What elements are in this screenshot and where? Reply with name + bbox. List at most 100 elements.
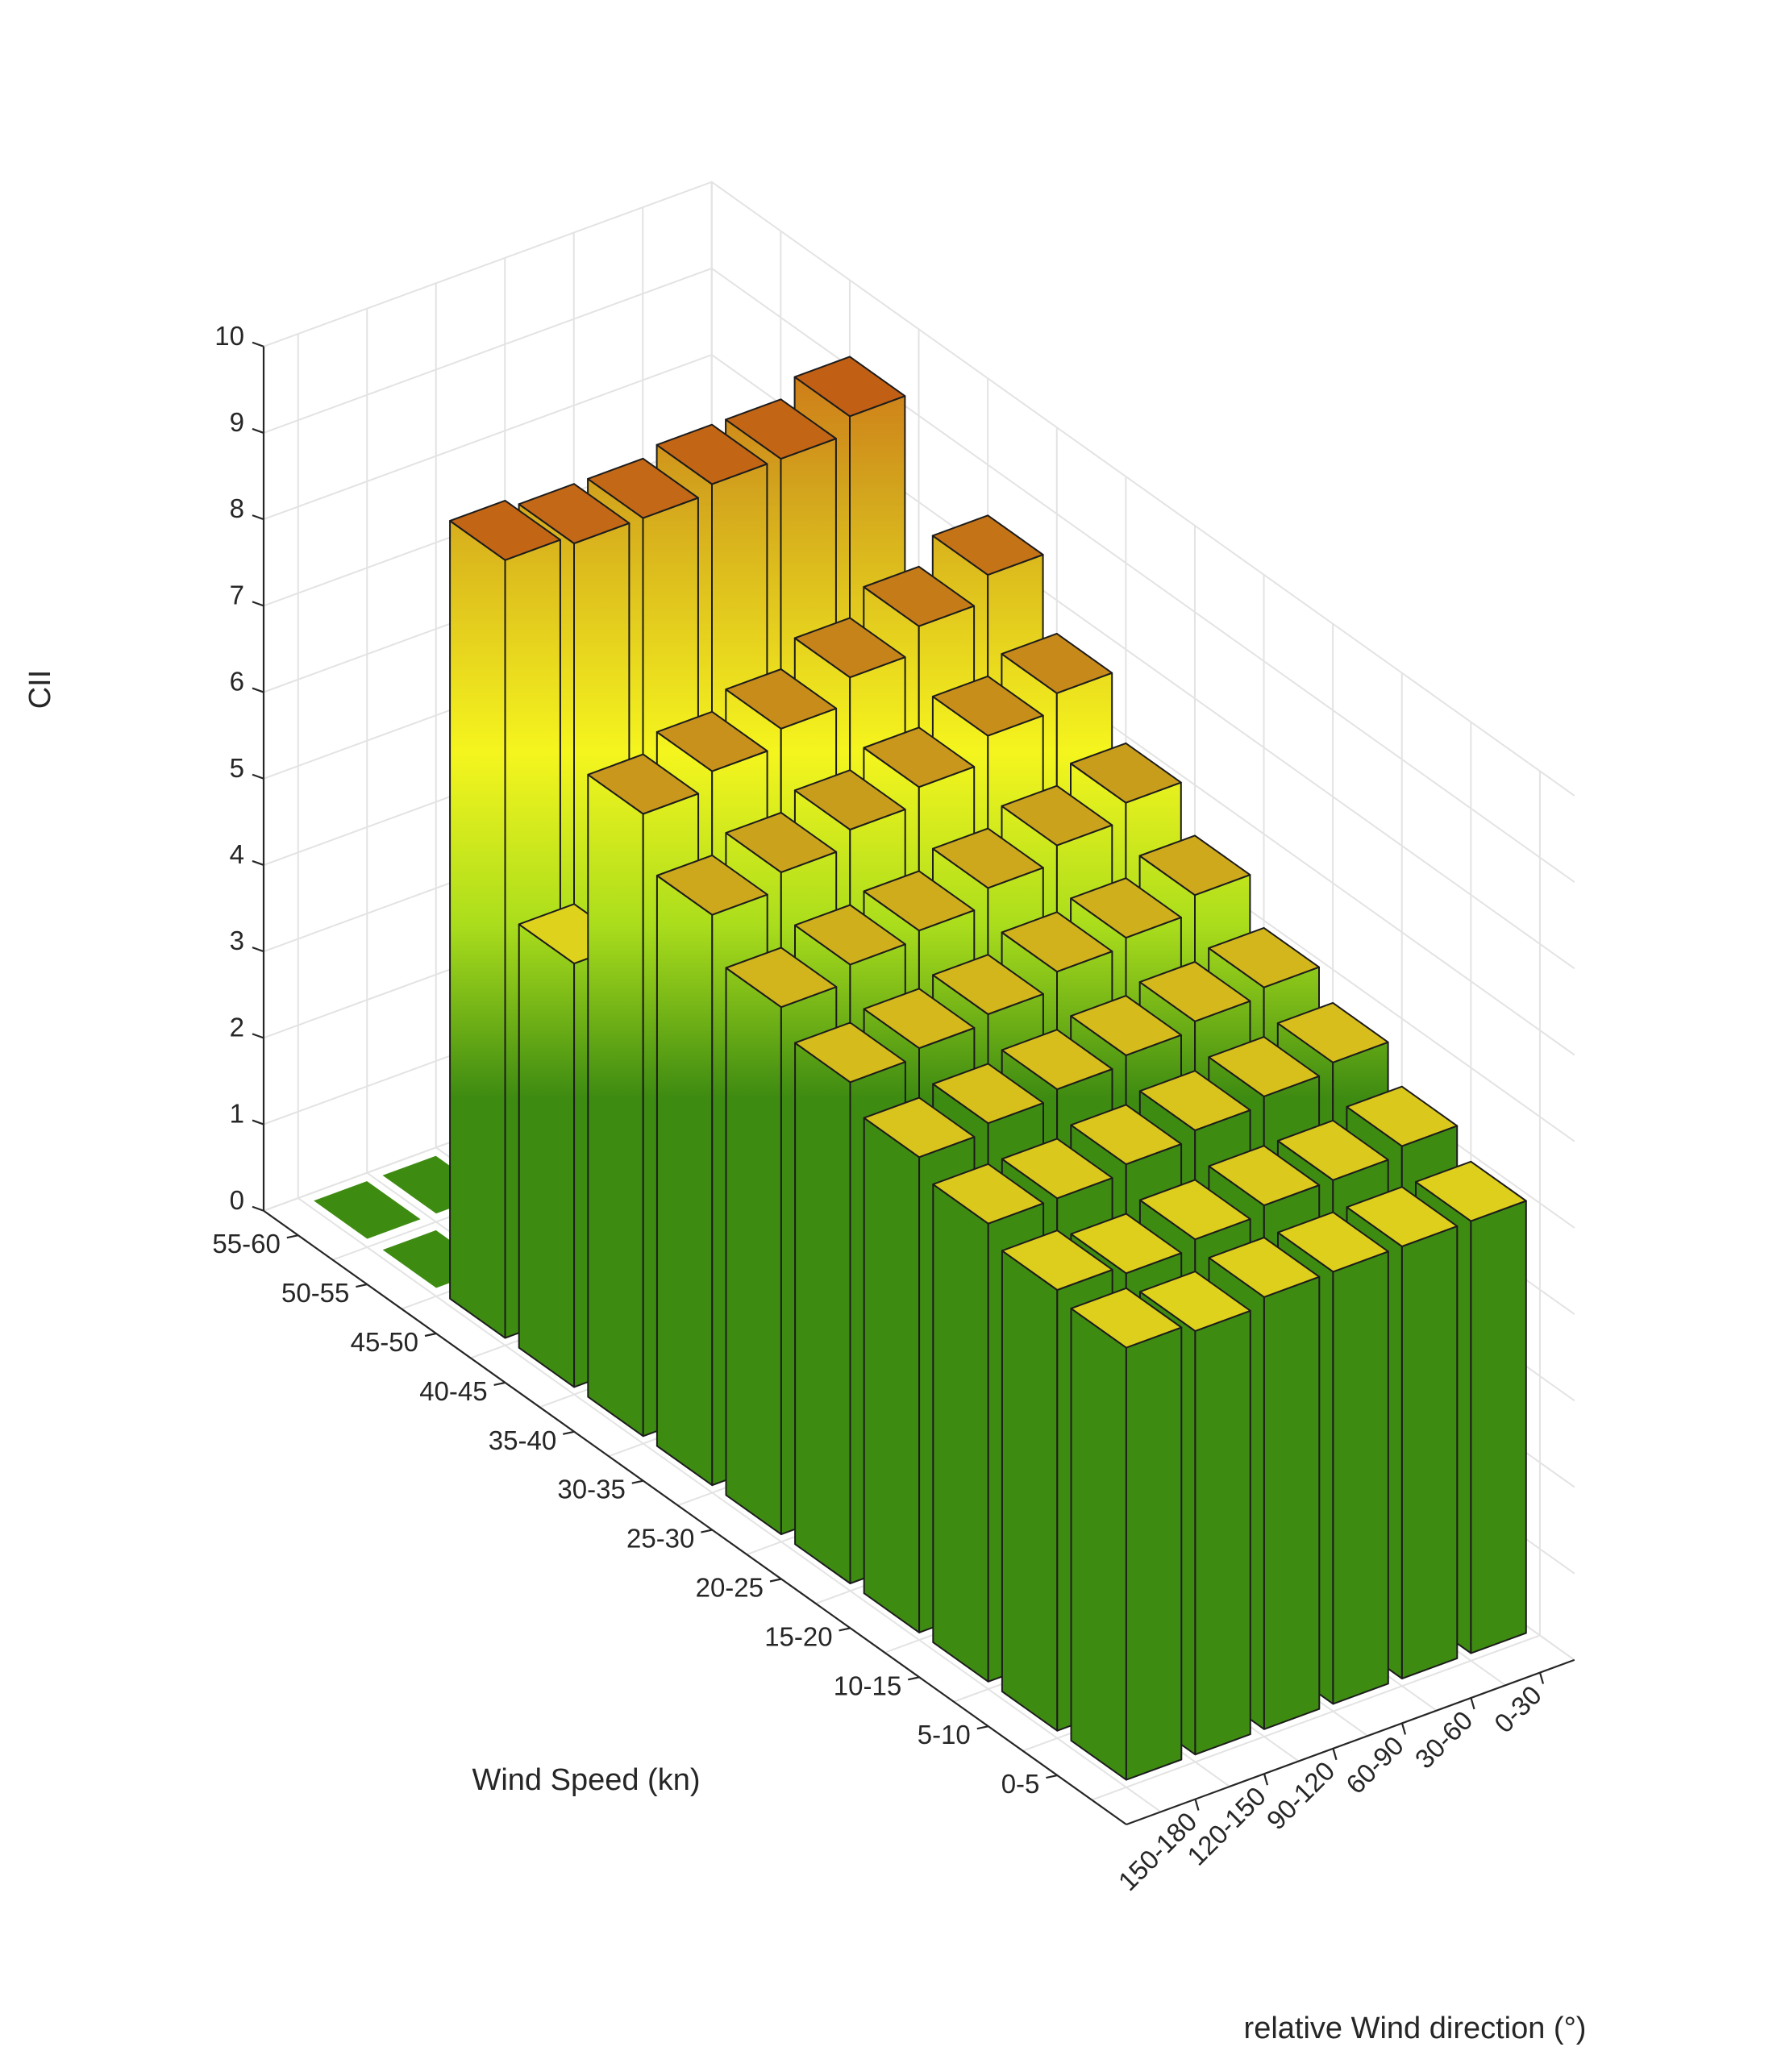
bar-front-face (1263, 1275, 1321, 1730)
z-tick (252, 514, 264, 521)
x-axis-title: Wind Speed (kn) (472, 1763, 700, 1797)
y-tick (1332, 1748, 1338, 1761)
x-tick-label: 50-55 (281, 1278, 349, 1308)
x-tick (839, 1627, 851, 1632)
bar-top-face (863, 988, 976, 1050)
z-tick (252, 601, 264, 607)
bar-top-face (932, 1163, 1045, 1225)
y-tick (1470, 1697, 1475, 1710)
x-tick-label: 5-10 (918, 1720, 971, 1750)
bar-top-face (794, 1021, 906, 1084)
x-tick (286, 1234, 299, 1239)
bar-left-face (932, 1183, 989, 1683)
y-tick (1263, 1773, 1269, 1786)
z-tick-label: 7 (230, 580, 244, 610)
bar-top-face (1277, 1211, 1389, 1273)
label-layer: CII Wind Speed (kn) relative Wind direct… (23, 670, 1586, 2045)
bar-left-face (587, 773, 644, 1438)
x-tick-label: 55-60 (212, 1229, 280, 1259)
grid-line (298, 1197, 1162, 1813)
bar-left-face (655, 875, 714, 1487)
bar-top-face (931, 675, 1044, 737)
bar-top-face (863, 870, 976, 932)
bar-top-face (1138, 834, 1251, 897)
bar-top-face (1001, 1029, 1113, 1091)
bar-top-face (1001, 911, 1113, 973)
bar-top-face (1070, 742, 1182, 804)
bar-top-face (1208, 1036, 1321, 1097)
bar-top-face (793, 356, 906, 418)
z-tick (252, 687, 264, 693)
bar-top-face (793, 617, 906, 679)
y-axis-title: relative Wind direction (°) (1244, 2012, 1587, 2045)
bar-top-face (1138, 1070, 1251, 1131)
z-tick (252, 947, 264, 953)
z-tick (252, 773, 264, 780)
bar-left-face (449, 520, 506, 1339)
x-tick (1046, 1775, 1058, 1779)
bar-front-face (1332, 1250, 1389, 1705)
bar-left-face (863, 1117, 921, 1633)
bar-left-face (518, 923, 576, 1388)
bar-top-face (655, 854, 768, 916)
x-axis-line (263, 1209, 1127, 1825)
bar-top-face (1276, 1001, 1389, 1063)
bar-top-face (932, 954, 1044, 1015)
x-tick (562, 1430, 575, 1435)
x-tick-label: 10-15 (834, 1670, 901, 1700)
bar-top-face (1139, 1271, 1251, 1332)
z-tick-label: 8 (230, 493, 244, 523)
x-tick-label: 0-5 (1001, 1769, 1040, 1799)
bar-top-face (725, 398, 837, 460)
bar-top-face (1070, 1104, 1183, 1166)
y-axis-line (1126, 1658, 1575, 1826)
bar-front-face (1194, 1309, 1251, 1756)
bar-top-face (794, 904, 906, 966)
bar-top-face (1070, 1213, 1183, 1275)
x-tick (769, 1578, 782, 1583)
y-tick-label: 60-90 (1340, 1730, 1409, 1799)
bar-top-face (1208, 1145, 1321, 1207)
bar-front-face (1125, 1326, 1183, 1781)
z-tick-label: 10 (214, 321, 244, 351)
z-tick (252, 1205, 264, 1212)
z-axis-title: CII (23, 670, 57, 709)
z-tick-label: 0 (230, 1185, 244, 1215)
bar-top-face (1415, 1160, 1527, 1222)
bar-top-face (1138, 961, 1251, 1022)
bar-top-face (1138, 1179, 1251, 1241)
bar-top-face (1001, 632, 1113, 694)
bar-left-face (725, 967, 782, 1536)
x-tick-label: 30-35 (557, 1475, 625, 1504)
x-tick (701, 1529, 713, 1533)
grid-line (1091, 1634, 1541, 1801)
bar-top-face (1070, 877, 1182, 939)
bar-top-face (793, 769, 906, 830)
x-tick-label: 45-50 (351, 1327, 418, 1357)
bar-top-face (587, 753, 700, 815)
bar-top-face (587, 457, 699, 519)
bar-top-face (863, 726, 976, 788)
bar-left-face (794, 1042, 851, 1584)
bar-top-face (1346, 1186, 1459, 1247)
bar-top-face (1001, 784, 1113, 847)
bar-top-face (1001, 1229, 1113, 1291)
x-tick-label: 15-20 (764, 1621, 832, 1651)
bar-top-face (1070, 995, 1182, 1056)
bar-top-face (725, 947, 838, 1009)
z-tick (252, 427, 264, 434)
bar-top-face (655, 423, 768, 485)
bar-top-face (1070, 1287, 1183, 1349)
bar-zero-tile (310, 1179, 424, 1241)
y-tick (1538, 1672, 1545, 1684)
bar-top-face (1346, 1085, 1459, 1147)
x-tick (424, 1332, 437, 1338)
y-tick (1194, 1799, 1200, 1811)
bar-front-face (1470, 1200, 1527, 1654)
x-tick-label: 20-25 (696, 1573, 764, 1603)
y-tick-label: 90-120 (1261, 1756, 1341, 1836)
bar-top-face (1208, 1237, 1321, 1298)
z-tick (252, 1119, 264, 1125)
